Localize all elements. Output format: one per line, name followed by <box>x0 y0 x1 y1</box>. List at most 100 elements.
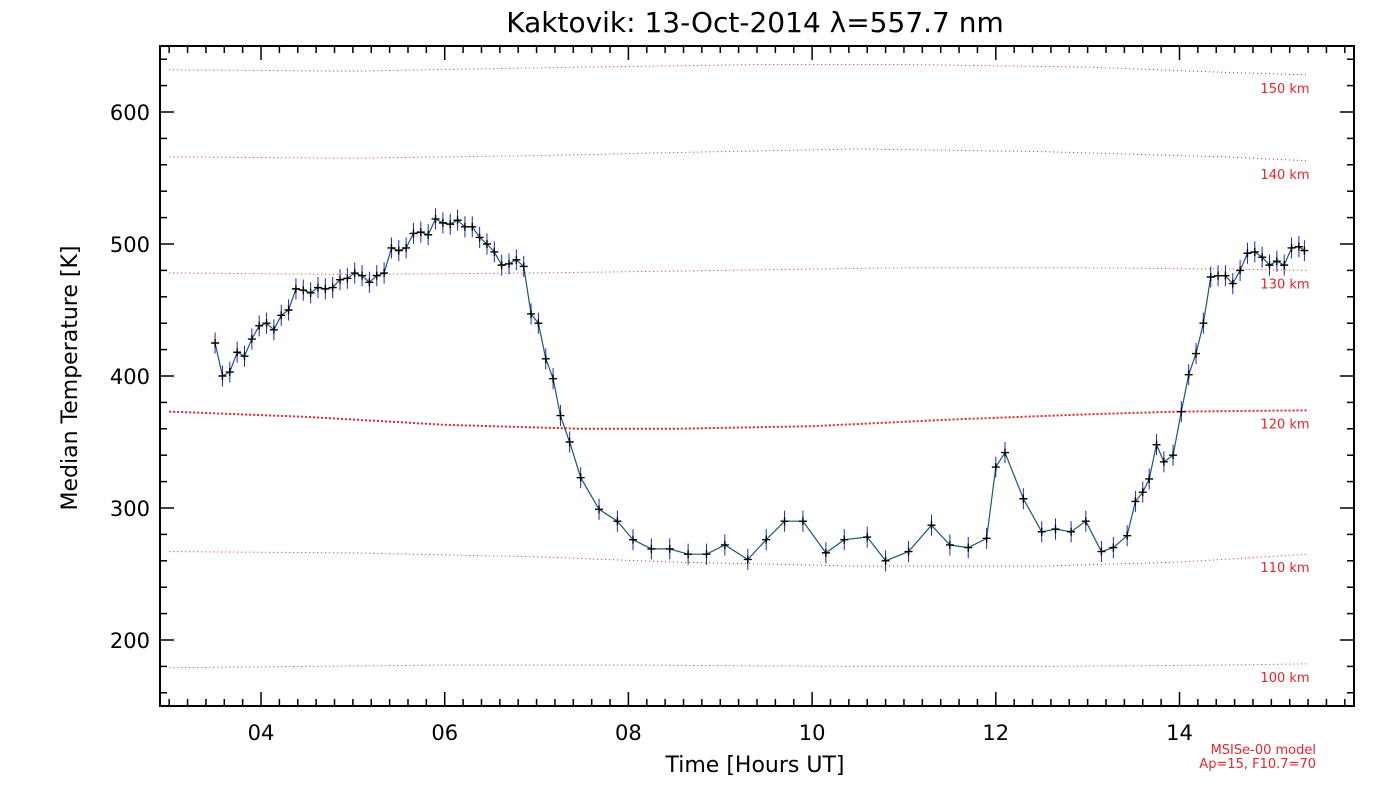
data-point <box>255 321 264 330</box>
data-point <box>328 283 337 292</box>
x-tick-label: 10 <box>799 721 826 745</box>
data-point <box>1287 243 1296 252</box>
data-point <box>1206 273 1215 281</box>
data-point <box>665 544 674 553</box>
data-point <box>964 543 973 552</box>
data-point <box>840 535 849 544</box>
data-point <box>416 228 425 237</box>
data-point <box>863 533 872 542</box>
data-point <box>556 411 565 420</box>
data-point <box>1294 242 1303 251</box>
model-curve-label: 110 km <box>1260 561 1309 576</box>
data-point <box>1109 543 1118 552</box>
model-curve-label: 140 km <box>1260 168 1309 183</box>
model-note-line-1: MSISe-00 model <box>1211 743 1316 758</box>
data-point <box>490 247 499 256</box>
data-point <box>1272 257 1281 266</box>
data-point <box>684 550 693 559</box>
data-point <box>743 555 752 564</box>
data-point <box>358 271 367 280</box>
data-point <box>277 311 286 320</box>
data-point <box>438 218 447 227</box>
data-point <box>762 535 771 544</box>
data-point <box>225 368 234 377</box>
data-point <box>1243 249 1252 258</box>
data-point <box>482 240 491 248</box>
data-point <box>475 233 484 242</box>
data-point <box>350 269 359 278</box>
data-point <box>394 246 403 255</box>
data-point <box>541 354 550 363</box>
data-point <box>1067 527 1076 536</box>
data-point <box>453 216 462 225</box>
data-point <box>1138 488 1147 497</box>
data-point <box>1236 266 1245 275</box>
x-tick-label: 04 <box>248 721 275 745</box>
x-tick-label: 08 <box>615 721 642 745</box>
data-point <box>1265 261 1274 270</box>
data-point <box>372 271 381 280</box>
data-point <box>534 319 543 328</box>
model-curve-150-km <box>169 64 1309 76</box>
data-point <box>1280 261 1289 270</box>
data-point <box>881 556 890 565</box>
data-point <box>218 372 227 380</box>
data-point <box>497 261 506 270</box>
data-point <box>505 259 514 268</box>
data-point <box>1250 247 1259 256</box>
data-point <box>431 214 440 223</box>
data-point <box>365 278 374 287</box>
data-point <box>565 438 574 446</box>
data-point <box>306 288 315 297</box>
model-curve-140-km <box>169 148 1309 162</box>
x-tick-label: 14 <box>1166 721 1193 745</box>
data-point <box>1000 448 1009 457</box>
data-point <box>945 540 954 549</box>
x-axis-label: Time [Hours UT] <box>665 753 845 778</box>
x-tick-label: 12 <box>982 721 1009 745</box>
model-curve-100-km <box>169 663 1309 669</box>
data-point <box>247 335 256 344</box>
data-point <box>1192 349 1201 358</box>
data-point <box>629 535 638 544</box>
data-point <box>1258 253 1267 262</box>
data-point <box>1184 370 1193 379</box>
model-curves: 100 km 110 km 120 km 130 km 140 km 150 km <box>169 64 1310 686</box>
data-point <box>1097 547 1106 556</box>
data-point <box>211 339 220 347</box>
chart-title: Kaktovik: 13-Oct-2014 λ=557.7 nm <box>506 6 1004 39</box>
data-point <box>1081 517 1090 526</box>
model-curve-label: 120 km <box>1260 417 1309 432</box>
data-point <box>1214 271 1223 280</box>
data-point <box>1300 246 1309 255</box>
data-point <box>299 286 308 295</box>
data-point <box>982 534 991 543</box>
data-point <box>1145 474 1154 483</box>
axes: 04 06 08 10 12 14 200 300 400 500 600 <box>110 46 1354 745</box>
data-point <box>460 222 469 231</box>
data-point <box>336 275 345 284</box>
data-point <box>269 325 278 334</box>
data-point <box>1051 525 1060 534</box>
data-point <box>240 352 249 361</box>
model-curve-label: 100 km <box>1260 671 1309 686</box>
y-tick-label: 500 <box>110 233 150 257</box>
data-point <box>613 517 622 526</box>
y-tick-label: 400 <box>110 365 150 389</box>
data-point <box>1199 319 1208 328</box>
data-point <box>821 548 830 557</box>
data-point <box>780 517 789 526</box>
data-point <box>1228 279 1237 288</box>
data-point <box>1152 440 1161 449</box>
data-point <box>1221 271 1230 280</box>
model-curve-label: 130 km <box>1260 277 1309 292</box>
data-point <box>468 222 477 231</box>
data-point <box>313 283 322 292</box>
data-point <box>291 284 300 293</box>
model-curve-label: 150 km <box>1260 82 1309 97</box>
model-curve-120-km <box>169 409 1309 430</box>
data-point <box>1037 527 1046 536</box>
data-point <box>595 505 604 514</box>
data-point <box>1159 457 1168 466</box>
